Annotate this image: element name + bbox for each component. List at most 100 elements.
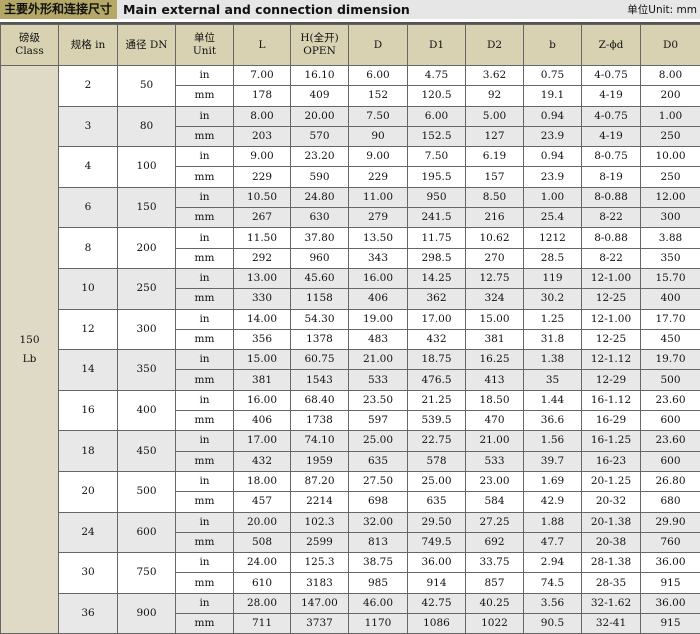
value-cell: 300	[640, 207, 700, 229]
value-cell: 74.10	[290, 430, 349, 452]
value-cell: 381	[233, 369, 291, 391]
value-cell: 1022	[465, 613, 524, 634]
value-cell: 11.75	[407, 227, 466, 249]
dn-cell: 750	[117, 552, 176, 594]
value-cell: 250	[640, 166, 700, 188]
column-header: D	[348, 24, 408, 66]
value-cell: 4-0.75	[581, 64, 641, 87]
value-cell: 178	[233, 85, 291, 107]
value-cell: 20-32	[581, 491, 641, 513]
table-row: 36 900 in 28.00 147.00 46.00 42.75 40.25 3.56 32-…	[1, 592, 700, 634]
value-cell: 1.56	[523, 430, 582, 452]
value-cell: 4.75	[407, 64, 466, 87]
value-cell: 6.00	[407, 105, 466, 127]
table-row: mm 203 570 90 152.5 127 23.9 4-19 250	[1, 125, 700, 148]
dn-cell: 150	[117, 186, 176, 229]
value-cell: 692	[465, 531, 524, 554]
table-row: 18 450 in 17.00 74.10 25.00 22.75 21.00 1.56 16-1…	[1, 430, 700, 472]
column-header-sublabel: Unit	[192, 45, 217, 57]
table-row: 24 600 in 20.00 102.3 32.00 29.50 27.25 1.88 20-1…	[1, 511, 700, 554]
value-cell: 68.40	[290, 389, 349, 412]
value-cell: 241.5	[407, 207, 466, 229]
value-cell: 23.60	[640, 389, 700, 412]
column-header-label: D1	[428, 38, 445, 51]
dn-cell: 100	[117, 146, 176, 188]
value-cell: 1.69	[523, 470, 582, 493]
value-cell: 195.5	[407, 166, 466, 188]
value-cell: 12-25	[581, 288, 641, 310]
value-cell: 1.38	[523, 349, 582, 371]
table-row: mm 610 3183 985 914 857 74.5 28-35 915	[1, 572, 700, 594]
column-header-label: D2	[486, 38, 503, 51]
divider	[0, 22, 700, 24]
value-cell: 11.50	[233, 227, 291, 249]
column-header-sublabel: Class	[15, 45, 44, 57]
value-cell: 21.00	[348, 349, 408, 371]
value-cell: 362	[407, 288, 466, 310]
value-cell: 330	[233, 288, 291, 310]
value-cell: 12-1.00	[581, 308, 641, 330]
value-cell: 102.3	[290, 511, 349, 533]
value-cell: 610	[233, 572, 291, 594]
value-cell: 29.50	[407, 511, 466, 533]
unit-cell: in	[175, 146, 234, 168]
value-cell: 15.00	[465, 308, 524, 330]
value-cell: 13.50	[348, 227, 408, 249]
value-cell: 20.00	[233, 511, 291, 533]
value-cell: 20-1.38	[581, 511, 641, 533]
value-cell: 11.00	[348, 186, 408, 209]
value-cell: 409	[290, 85, 349, 107]
column-header: 规格 in	[58, 24, 118, 66]
value-cell: 1212	[523, 227, 582, 249]
value-cell: 0.94	[523, 105, 582, 127]
table-row: 6 150 in 10.50 24.80 11.00 950 8.50 1.00 8-0.88 12…	[1, 186, 700, 229]
value-cell: 12.00	[640, 186, 700, 209]
value-cell: 324	[465, 288, 524, 310]
value-cell: 54.30	[290, 308, 349, 330]
value-cell: 8.50	[465, 186, 524, 209]
value-cell: 597	[348, 410, 408, 432]
value-cell: 20.00	[290, 105, 349, 127]
dimension-table: 磅级 Class 规格 in 通径 DN 单位 Unit L H(全开) OPEN D D1 D2 b Z…	[0, 24, 700, 634]
value-cell: 12-25	[581, 328, 641, 351]
value-cell: 8-0.88	[581, 186, 641, 209]
unit-note: 单位Unit: mm	[627, 4, 697, 16]
table-row: 30 750 in 24.00 125.3 38.75 36.00 33.75 2.94 28-1…	[1, 552, 700, 594]
value-cell: 14.00	[233, 308, 291, 330]
value-cell: 30.2	[523, 288, 582, 310]
unit-cell: in	[175, 552, 234, 574]
value-cell: 32.00	[348, 511, 408, 533]
column-header: 通径 DN	[117, 24, 176, 66]
value-cell: 600	[640, 450, 700, 472]
size-cell: 14	[58, 349, 118, 391]
unit-cell: mm	[175, 531, 234, 554]
column-header-label: D0	[662, 38, 679, 51]
value-cell: 21.00	[465, 430, 524, 452]
value-cell: 32-1.62	[581, 592, 641, 615]
value-cell: 4-0.75	[581, 105, 641, 127]
value-cell: 7.50	[348, 105, 408, 127]
value-cell: 0.75	[523, 64, 582, 87]
value-cell: 20-38	[581, 531, 641, 554]
column-header-label: 单位	[194, 32, 215, 44]
unit-cell: in	[175, 511, 234, 533]
table-row: mm 508 2599 813 749.5 692 47.7 20-38 760	[1, 531, 700, 554]
value-cell: 92	[465, 85, 524, 107]
value-cell: 1086	[407, 613, 466, 634]
value-cell: 635	[348, 450, 408, 472]
value-cell: 32-41	[581, 613, 641, 634]
value-cell: 8-0.75	[581, 146, 641, 168]
class-unit: Lb	[22, 352, 37, 365]
value-cell: 343	[348, 247, 408, 269]
value-cell: 37.80	[290, 227, 349, 249]
value-cell: 584	[465, 491, 524, 513]
value-cell: 8.00	[640, 64, 700, 87]
value-cell: 483	[348, 328, 408, 351]
size-cell: 18	[58, 430, 118, 472]
column-header-sublabel: OPEN	[303, 45, 336, 57]
table-row: 20 500 in 18.00 87.20 27.50 25.00 23.00 1.69 20-1…	[1, 470, 700, 513]
value-cell: 600	[640, 410, 700, 432]
size-cell: 16	[58, 389, 118, 432]
value-cell: 432	[407, 328, 466, 351]
value-cell: 1543	[290, 369, 349, 391]
